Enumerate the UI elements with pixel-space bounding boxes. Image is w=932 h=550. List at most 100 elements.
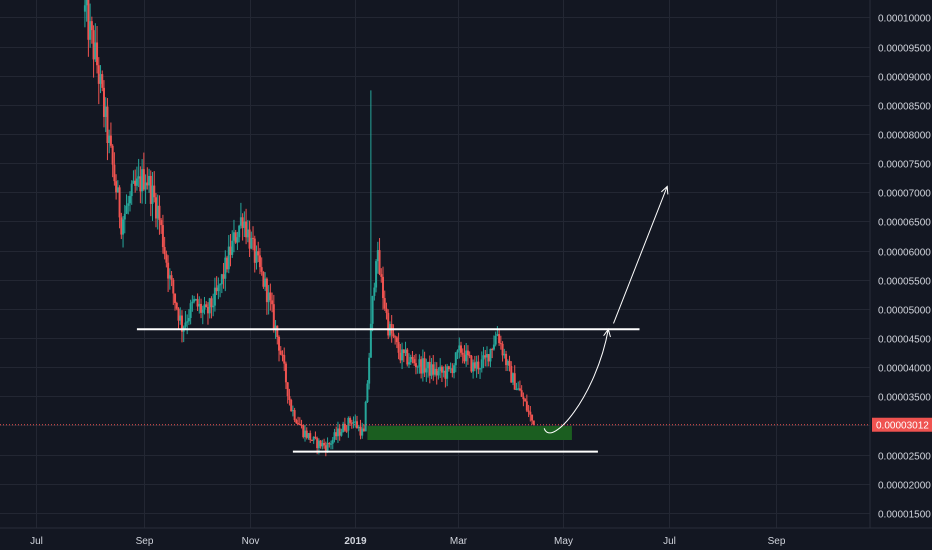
candle-body <box>265 278 268 303</box>
candle-body <box>305 430 308 438</box>
candle-body <box>463 354 466 362</box>
candle-body <box>352 421 355 424</box>
candle-body <box>215 287 218 292</box>
candle-body <box>167 262 170 279</box>
candle-body <box>83 5 86 12</box>
candle-body <box>402 349 405 354</box>
candle-body <box>491 348 494 350</box>
y-tick-label: 0.00005000 <box>878 306 931 317</box>
candle-body <box>364 402 367 432</box>
x-tick-label: Jul <box>663 536 676 547</box>
candle-body <box>345 430 348 432</box>
candle-body <box>276 325 279 338</box>
candle-body <box>328 443 331 445</box>
candle-body <box>134 180 137 186</box>
y-tick-label: 0.00010000 <box>878 14 931 25</box>
candle-body <box>326 443 329 451</box>
time-axis[interactable]: Jul Sep Nov 2019 Mar May Jul Sep <box>0 527 932 550</box>
y-tick-label: 0.00009000 <box>878 73 931 84</box>
y-tick-label: 0.00003500 <box>878 393 931 404</box>
candle-body <box>508 360 511 367</box>
candle-body <box>139 176 142 192</box>
candle-body <box>96 42 99 66</box>
candle-body <box>142 169 145 190</box>
candle-body <box>371 295 374 324</box>
candle-body <box>253 238 256 263</box>
rounded-bottom-projection-head <box>603 328 611 338</box>
candle-body <box>241 217 244 228</box>
candle-body <box>489 348 492 362</box>
candle-body <box>295 420 298 424</box>
candle-body <box>208 298 211 314</box>
candle-body <box>376 250 379 262</box>
candle-body <box>468 355 471 357</box>
y-tick-label: 0.00006500 <box>878 218 931 229</box>
chart-grid <box>0 0 870 528</box>
candle-body <box>434 368 436 375</box>
candle-body <box>238 225 241 238</box>
candle-body <box>278 337 281 351</box>
candle-body <box>87 0 90 40</box>
rounded-bottom-projection[interactable] <box>543 329 609 434</box>
x-tick-label: Nov <box>242 536 260 547</box>
candle-body <box>380 274 383 277</box>
price-badge-text: 0.00003012 <box>876 421 929 432</box>
candle-body <box>284 363 287 383</box>
x-tick-label: Mar <box>450 536 468 547</box>
price-axis[interactable]: 0.000015000.000020000.000025000.00003000… <box>869 0 932 528</box>
candle-body <box>226 257 229 270</box>
candle-body <box>304 430 307 438</box>
candle-body <box>319 440 322 447</box>
candle-body <box>135 178 138 186</box>
y-tick-label: 0.00008000 <box>878 131 931 142</box>
y-tick-label: 0.00006000 <box>878 248 931 259</box>
candle-body <box>496 334 499 336</box>
candle-body <box>227 246 230 270</box>
price-badge-box <box>872 417 932 432</box>
candle-body <box>511 373 514 383</box>
candle-body <box>210 298 213 308</box>
candle-body <box>141 169 144 192</box>
candle-body <box>111 145 114 165</box>
candle-body <box>101 74 104 88</box>
candle-body <box>446 366 449 379</box>
x-tick-label: May <box>554 536 573 547</box>
breakout-projection[interactable] <box>613 186 668 324</box>
candle-body <box>317 440 320 449</box>
candle-body <box>154 197 157 219</box>
candle-body <box>515 388 518 390</box>
candle-body <box>368 357 371 384</box>
candle-body <box>279 350 282 355</box>
candle-body <box>104 106 107 117</box>
candle-body <box>359 426 362 436</box>
candle-body <box>246 229 249 238</box>
candle-body <box>262 271 265 287</box>
candle-body <box>255 251 258 263</box>
candle-body <box>362 428 365 432</box>
candle-body <box>479 368 482 370</box>
candle-body <box>531 414 534 421</box>
candle-body <box>217 285 220 292</box>
candle-body <box>85 0 88 6</box>
candle-body <box>366 383 369 403</box>
candle-body <box>307 433 310 438</box>
y-tick-label: 0.00007500 <box>878 160 931 171</box>
candle-body <box>520 390 523 397</box>
candle-body <box>385 308 388 313</box>
candle-body <box>427 361 430 369</box>
candle-body <box>260 267 263 272</box>
candle-body <box>505 353 508 366</box>
candle-body <box>102 87 105 117</box>
candle-layer <box>83 0 535 457</box>
candle-body <box>137 176 140 179</box>
candle-body <box>288 396 291 401</box>
candle-body <box>475 361 478 369</box>
candle-body <box>222 274 225 279</box>
candle-body <box>349 417 352 423</box>
candle-body <box>484 355 487 358</box>
candle-body <box>234 232 237 243</box>
candle-body <box>118 187 121 218</box>
candle-body <box>177 308 180 321</box>
candle-body <box>271 300 274 305</box>
